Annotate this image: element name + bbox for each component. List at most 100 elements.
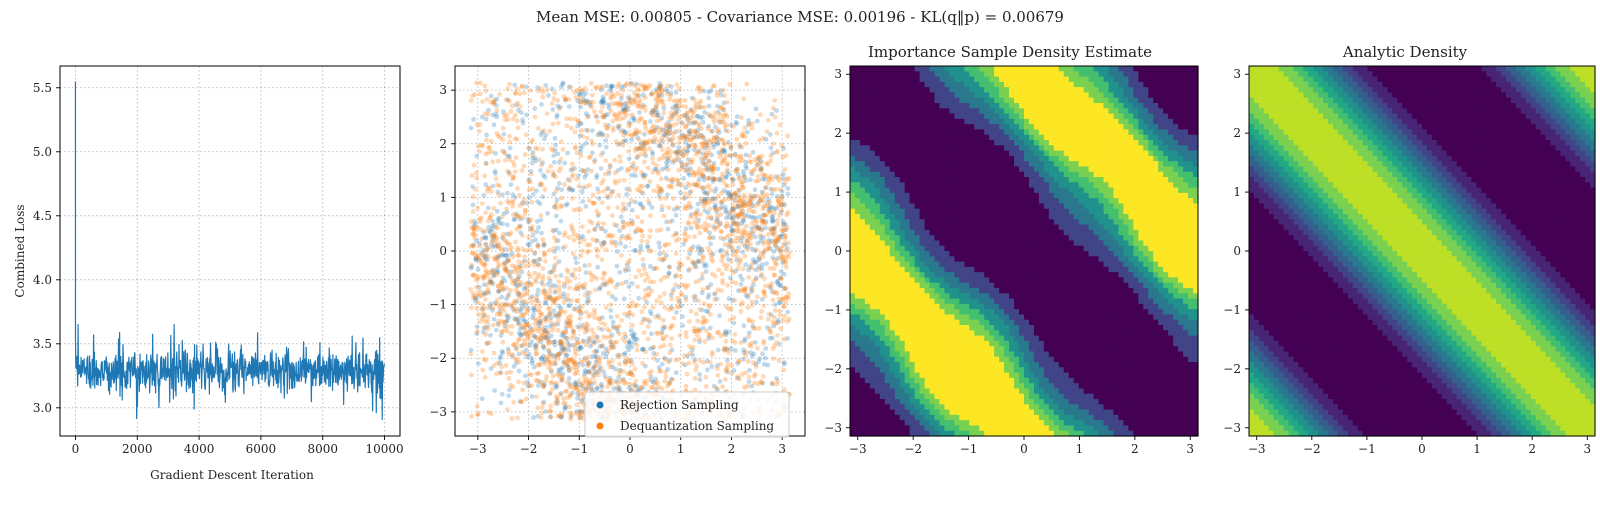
density-cell	[885, 230, 891, 236]
dequantization-sample-point	[761, 341, 766, 346]
dequantization-sample-point	[498, 135, 503, 140]
dequantization-sample-point	[625, 100, 630, 105]
dequantization-sample-point	[570, 162, 575, 167]
dequantization-sample-point	[571, 272, 576, 277]
density-cell	[860, 399, 866, 405]
density-cell	[865, 246, 871, 252]
dequantization-sample-point	[506, 294, 511, 299]
density-cell	[895, 293, 901, 299]
density-cell	[910, 378, 916, 384]
dequantization-sample-point	[761, 191, 766, 196]
density-cell	[890, 399, 896, 405]
density-cell	[855, 114, 861, 120]
dequantization-sample-point	[527, 188, 532, 193]
dequantization-sample-point	[757, 198, 762, 203]
density-cell	[895, 129, 901, 135]
rejection-sample-point	[554, 214, 559, 219]
dequantization-sample-point	[762, 276, 767, 281]
dequantization-sample-point	[635, 348, 640, 353]
dequantization-sample-point	[707, 183, 712, 188]
density-cell	[885, 246, 891, 252]
dequantization-sample-point	[730, 371, 735, 376]
dequantization-sample-point	[583, 293, 588, 298]
rejection-sample-point	[471, 203, 476, 208]
density-cell	[860, 283, 866, 289]
density-cell	[900, 394, 906, 400]
dequantization-sample-point	[719, 229, 724, 234]
dequantization-sample-point	[777, 213, 782, 218]
rejection-sample-point	[535, 219, 540, 224]
density-cell	[910, 103, 916, 109]
dequantization-sample-point	[642, 305, 647, 310]
density-cell	[900, 166, 906, 172]
dequantization-sample-point	[560, 376, 565, 381]
density-cell	[855, 410, 861, 416]
dequantization-sample-point	[621, 377, 626, 382]
density-cell	[870, 140, 876, 146]
dequantization-sample-point	[625, 261, 630, 266]
density-cell	[875, 383, 881, 389]
dequantization-sample-point	[553, 262, 558, 267]
dequantization-sample-point	[579, 128, 584, 133]
density-cell	[910, 77, 916, 83]
dequantization-sample-point	[700, 142, 705, 147]
dequantization-sample-point	[622, 133, 627, 138]
density-cell	[850, 325, 856, 331]
dequantization-sample-point	[692, 264, 697, 269]
density-cell	[850, 145, 856, 151]
dequantization-sample-point	[734, 249, 739, 254]
dequantization-sample-point	[509, 331, 514, 336]
loss-y-axis-label: Combined Loss	[13, 204, 27, 297]
dequantization-sample-point	[713, 207, 718, 212]
density-cell	[905, 410, 911, 416]
dequantization-sample-point	[606, 291, 611, 296]
density-cell	[910, 320, 916, 326]
density-cell	[850, 425, 856, 431]
dequantization-sample-point	[537, 157, 542, 162]
density-cell	[910, 193, 916, 199]
dequantization-sample-point	[571, 251, 576, 256]
dequantization-sample-point	[655, 89, 660, 94]
density-cell	[885, 346, 891, 352]
density-cell	[890, 235, 896, 241]
rejection-sample-point	[512, 217, 517, 222]
density-cell	[875, 219, 881, 225]
dequantization-sample-point	[743, 371, 748, 376]
dequantization-sample-point	[562, 182, 567, 187]
dequantization-sample-point	[582, 238, 587, 243]
dequantization-sample-point	[699, 224, 704, 229]
density-cell	[910, 140, 916, 146]
dequantization-sample-point	[502, 261, 507, 266]
dequantization-sample-point	[653, 266, 658, 271]
density-cell	[905, 293, 911, 299]
density-cell	[855, 262, 861, 268]
density-cell	[905, 336, 911, 342]
dequantization-sample-point	[478, 244, 483, 249]
density-cell	[880, 378, 886, 384]
dequantization-sample-point	[772, 315, 777, 320]
rejection-sample-point	[770, 192, 775, 197]
density-cell	[880, 314, 886, 320]
rejection-sample-point	[481, 193, 486, 198]
density-cell	[865, 383, 871, 389]
dequantization-sample-point	[599, 109, 604, 114]
dequantization-sample-point	[589, 387, 594, 392]
rejection-sample-point	[486, 205, 491, 210]
rejection-sample-point	[509, 182, 514, 187]
dequantization-sample-point	[654, 103, 659, 108]
dequantization-sample-point	[684, 384, 689, 389]
density-cell	[880, 151, 886, 157]
dequantization-sample-point	[488, 304, 493, 309]
density-cell	[910, 209, 916, 215]
dequantization-sample-point	[782, 337, 787, 342]
dequantization-sample-point	[664, 196, 669, 201]
dequantization-sample-point	[725, 167, 730, 172]
rejection-sample-point	[526, 242, 531, 247]
density-cell	[860, 404, 866, 410]
density-cell	[855, 124, 861, 130]
rejection-sample-point	[747, 368, 752, 373]
density-cell	[850, 108, 856, 114]
dequantization-sample-point	[725, 362, 730, 367]
density-cell	[860, 135, 866, 141]
